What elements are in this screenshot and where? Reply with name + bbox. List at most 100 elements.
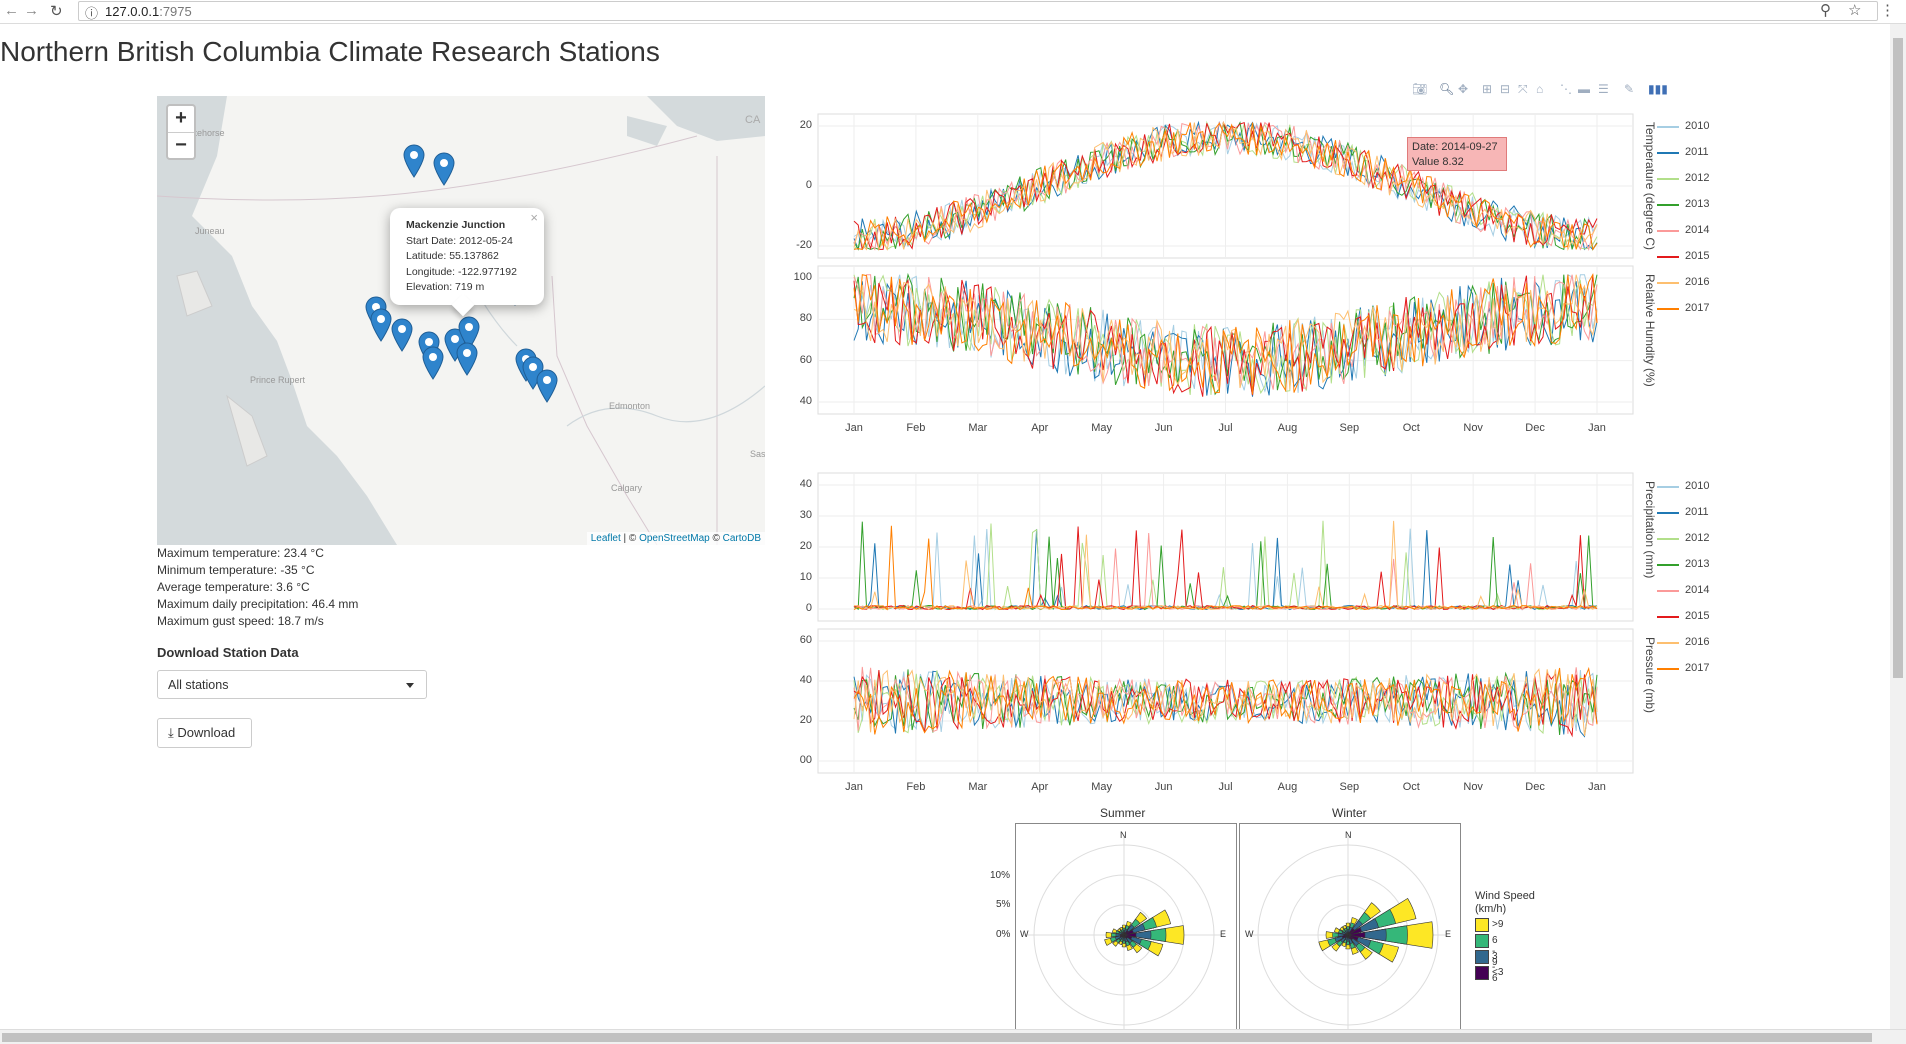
series-line-2016 <box>853 274 1598 392</box>
hover-compare-icon[interactable]: ☰ <box>1598 82 1609 96</box>
legend-swatch <box>1657 152 1679 154</box>
station-marker-icon[interactable] <box>369 308 393 342</box>
y-tick-label: 80 <box>799 312 812 325</box>
zoom-in-button[interactable]: + <box>175 107 187 129</box>
rose-pct-10: 10% <box>990 870 1011 881</box>
legend-swatch <box>1657 178 1679 180</box>
zoom-icon[interactable]: ⚲ <box>1820 2 1831 19</box>
x-tick-label: May <box>1091 781 1113 793</box>
legend-item-2015: 2015 <box>1657 610 1709 622</box>
leaflet-link[interactable]: Leaflet <box>590 533 621 544</box>
rose-wedge <box>1347 934 1351 940</box>
legend-swatch <box>1657 230 1679 232</box>
download-button[interactable]: ⤓ Download <box>157 718 252 748</box>
station-marker-icon[interactable] <box>390 318 414 352</box>
osm-link[interactable]: OpenStreetMap <box>639 533 710 544</box>
reload-icon[interactable]: ↻ <box>50 3 63 20</box>
camera-icon[interactable]: 📷︎ <box>1412 82 1428 96</box>
rose-title-summer: Summer <box>1100 806 1146 820</box>
stat-max-temp: Maximum temperature: 23.4 °C <box>157 546 324 560</box>
rose-wedge <box>1123 929 1134 936</box>
legend-item-2012: 2012 <box>1657 172 1709 184</box>
browser-toolbar: ← → ↻ ⓘ 127.0.0.1:7975 ⚲ ☆ ⋮ <box>0 0 1906 24</box>
legend-item-2010: 2010 <box>1657 480 1709 492</box>
legend-swatch <box>1657 668 1679 670</box>
popup-station-name: Mackenzie Junction <box>406 219 506 231</box>
x-tick-label: Mar <box>968 422 988 434</box>
legend-item-2011: 2011 <box>1657 146 1709 158</box>
zoom-in-plot-icon[interactable]: ⊞ <box>1482 82 1493 96</box>
station-marker-icon[interactable] <box>402 144 426 178</box>
x-tick-label: Jan <box>1588 781 1606 793</box>
rose-wedge <box>1123 930 1129 936</box>
legend-swatch <box>1475 918 1489 932</box>
rose-wedge <box>1122 933 1125 936</box>
rose-wedge <box>1347 934 1359 941</box>
page-title: Northern British Columbia Climate Resear… <box>0 36 660 67</box>
chevron-down-icon <box>406 683 414 688</box>
info-icon[interactable]: ⓘ <box>85 6 99 21</box>
zoom-out-plot-icon[interactable]: ⊟ <box>1500 82 1511 96</box>
popup-latitude: Latitude: 55.137862 <box>406 250 499 262</box>
rose-wedge <box>1343 933 1349 937</box>
station-select[interactable]: All stations <box>157 670 427 699</box>
back-icon[interactable]: ← <box>4 2 19 19</box>
bookmark-star-icon[interactable]: ☆ <box>1848 2 1862 19</box>
reset-axes-icon[interactable]: ⌂ <box>1536 82 1544 96</box>
rose-wedge <box>1347 928 1355 936</box>
x-tick-label: Feb <box>906 422 926 434</box>
x-tick-label: Jan <box>845 422 863 434</box>
download-icon: ⤓ <box>168 725 174 740</box>
station-marker-icon[interactable] <box>457 316 481 350</box>
legend-swatch <box>1475 966 1489 980</box>
legend-swatch <box>1657 308 1679 310</box>
station-marker-icon[interactable] <box>455 342 479 376</box>
legend-swatch <box>1475 950 1489 964</box>
x-tick-label: Nov <box>1463 422 1483 434</box>
rose-wedge <box>1347 928 1387 942</box>
station-marker-icon[interactable] <box>535 369 559 403</box>
popup-close-button[interactable]: × <box>530 210 538 225</box>
plotly-logo-icon[interactable]: ▮▮▮ <box>1648 82 1668 96</box>
zoom-control: + − <box>166 104 196 160</box>
stat-max-gust: Maximum gust speed: 18.7 m/s <box>157 614 324 628</box>
vertical-scrollbar[interactable] <box>1890 24 1906 1029</box>
popup-elevation: Elevation: 719 m <box>406 281 485 293</box>
y-tick-label: 60 <box>799 634 812 646</box>
rose-pct-5: 5% <box>996 899 1011 910</box>
legend-swatch <box>1657 282 1679 284</box>
series-line-2011 <box>853 277 1598 397</box>
horizontal-scrollbar[interactable] <box>0 1029 1906 1044</box>
map-label-calgary: Calgary <box>611 483 643 493</box>
rose-wedge <box>1115 933 1125 937</box>
zoom-tool-icon[interactable]: 🔍︎ <box>1439 82 1455 96</box>
y-tick-label: 20 <box>799 540 812 552</box>
edit-chart-icon[interactable]: ✎ <box>1624 82 1635 96</box>
y-tick-label: 0 <box>805 602 812 614</box>
rose-wedge <box>1337 933 1349 937</box>
menu-icon[interactable]: ⋮ <box>1880 2 1895 19</box>
x-tick-label: Sep <box>1339 781 1360 793</box>
hover-closest-icon[interactable]: ▬ <box>1578 82 1590 96</box>
zoom-out-button[interactable]: − <box>168 132 194 158</box>
pan-icon[interactable]: ✥ <box>1458 82 1469 96</box>
address-bar[interactable]: ⓘ 127.0.0.1:7975 <box>78 1 1878 21</box>
legend-swatch <box>1475 934 1489 948</box>
rose-winter-dir-e: E <box>1445 929 1452 939</box>
station-marker-icon[interactable] <box>421 346 445 380</box>
legend-item-2017: 2017 <box>1657 302 1709 314</box>
legend-item-2015: 2015 <box>1657 250 1709 262</box>
legend-swatch <box>1657 538 1679 540</box>
x-tick-label: Dec <box>1525 422 1545 434</box>
spike-lines-icon[interactable]: ⋱ <box>1560 82 1572 96</box>
autoscale-icon[interactable]: ⤧ <box>1518 82 1528 96</box>
rose-wedge <box>1347 927 1362 936</box>
popup-longitude: Longitude: -122.977192 <box>406 265 517 278</box>
cartodb-link[interactable]: CartoDB <box>722 533 761 544</box>
station-marker-icon[interactable] <box>432 152 456 186</box>
map-label-prince-rupert: Prince Rupert <box>250 375 306 385</box>
station-map[interactable]: Whitehorse Juneau Prince Rupert Edmonton… <box>157 96 765 545</box>
x-tick-label: Aug <box>1277 422 1298 434</box>
forward-icon[interactable]: → <box>24 2 39 19</box>
